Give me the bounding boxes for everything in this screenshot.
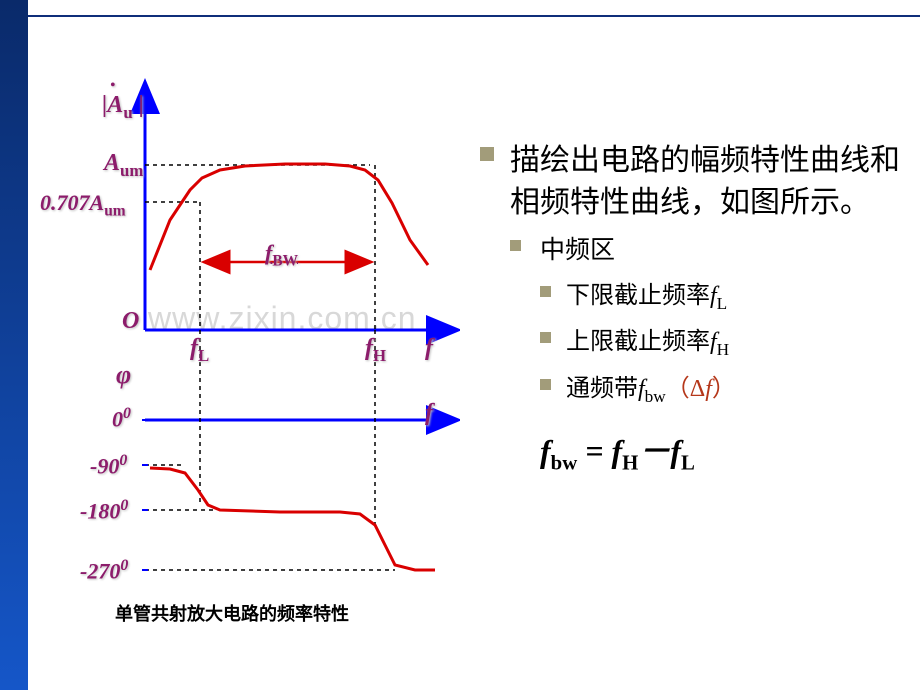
sub2a-label: 下限截止频率 [566, 283, 710, 309]
sub2a-text: 下限截止频率fL [566, 278, 900, 317]
phase-y-label: φ [116, 360, 131, 390]
main-text: 描绘出电路的幅频特性曲线和相频特性曲线，如图所示。 [510, 140, 900, 224]
chart-svg [40, 70, 460, 610]
text-content: 描绘出电路的幅频特性曲线和相频特性曲线，如图所示。 中频区 下限截止频率fL 上… [480, 140, 900, 475]
mag-x-label: f [425, 335, 433, 362]
sub2b-label: 上限截止频率 [566, 329, 710, 355]
bullet-main: 描绘出电路的幅频特性曲线和相频特性曲线，如图所示。 [480, 140, 900, 224]
bullet-sub2b: 上限截止频率fH [540, 324, 900, 363]
phase-curve [150, 468, 435, 570]
bullet-icon [540, 286, 551, 297]
sub2c-label: 通频带 [566, 376, 638, 402]
formula: fbw = fH－fL [540, 426, 900, 475]
left-gradient-bar [0, 0, 28, 690]
frequency-response-chart: |•Au | Aum 0.707Aum fBW O fL fH f φ 00 -… [40, 70, 460, 610]
mag-y-label: |•Au | [102, 92, 144, 123]
top-divider-line [28, 15, 920, 17]
cutoff-label: 0.707Aum [40, 190, 126, 220]
sub2c-text: 通频带fbw（Δf） [566, 371, 900, 410]
bullet-icon [540, 332, 551, 343]
bullet-sub2a: 下限截止频率fL [540, 278, 900, 317]
tick-180: -1800 [80, 497, 128, 524]
phase-x-label: f [425, 400, 433, 427]
tick-90: -900 [90, 452, 127, 479]
bandwidth-label: fBW [265, 240, 298, 270]
bullet-icon [540, 379, 551, 390]
origin-label: O [122, 308, 139, 335]
sub2b-text: 上限截止频率fH [566, 324, 900, 363]
sub1-text: 中频区 [540, 232, 900, 270]
slide: www.zixin.com.cn [0, 0, 920, 690]
peak-label: Aum [104, 150, 143, 181]
bullet-sub2c: 通频带fbw（Δf） [540, 371, 900, 410]
fL-label: fL [190, 335, 209, 366]
fH-label: fH [365, 335, 386, 366]
bullet-icon [510, 240, 521, 251]
chart-caption: 单管共射放大电路的频率特性 [115, 600, 349, 626]
tick-270: -2700 [80, 557, 128, 584]
bullet-sub1: 中频区 [510, 232, 900, 270]
bullet-icon [480, 147, 494, 161]
tick-0: 00 [112, 405, 131, 432]
